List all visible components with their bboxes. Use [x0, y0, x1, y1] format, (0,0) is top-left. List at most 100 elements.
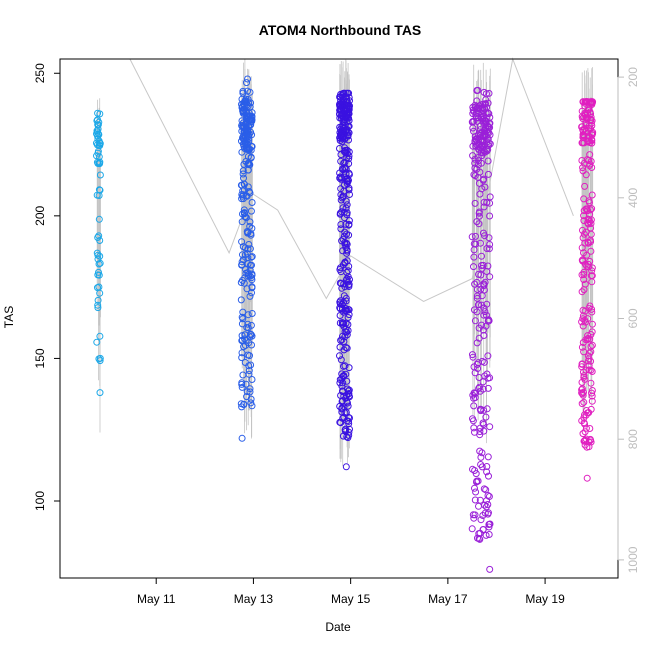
data-point: [584, 219, 592, 227]
data-point: [471, 103, 479, 111]
data-point: [584, 332, 592, 340]
data-point: [469, 124, 477, 132]
data-point: [476, 383, 483, 391]
data-point: [587, 116, 595, 124]
data-point: [244, 351, 252, 359]
data-point: [336, 110, 343, 118]
data-point: [480, 229, 487, 237]
data-point: [479, 385, 487, 393]
data-point: [484, 125, 492, 133]
data-point: [239, 124, 247, 132]
data-point: [246, 222, 254, 230]
data-point: [585, 137, 593, 145]
data-point: [244, 324, 252, 332]
data-point: [472, 488, 480, 496]
data-point: [476, 428, 484, 436]
data-point: [248, 284, 256, 292]
y-tick-label: 250: [33, 63, 47, 83]
data-point: [584, 220, 592, 228]
data-point: [345, 431, 353, 439]
data-point: [582, 205, 590, 213]
data-point: [337, 133, 345, 141]
data-point: [336, 209, 344, 217]
data-point: [579, 115, 587, 122]
data-point: [479, 176, 487, 184]
data-points: [93, 75, 597, 573]
data-point: [579, 430, 587, 438]
data-point: [587, 343, 595, 350]
data-point: [247, 361, 255, 369]
y-tick-label: 200: [33, 206, 47, 226]
data-point: [580, 230, 588, 238]
data-point: [588, 272, 596, 280]
data-point: [345, 390, 353, 397]
data-point: [475, 209, 483, 217]
data-point: [486, 119, 494, 127]
data-point: [478, 301, 486, 309]
data-point: [345, 364, 353, 372]
data-point: [588, 267, 596, 275]
data-point: [587, 247, 595, 255]
data-point: [580, 419, 588, 427]
data-point: [95, 271, 103, 279]
x-tick-label: May 17: [428, 592, 468, 606]
data-point: [239, 100, 247, 107]
data-point: [478, 252, 485, 260]
data-point: [94, 149, 102, 157]
data-point: [248, 402, 256, 410]
data-point: [585, 105, 593, 113]
data-point: [340, 338, 348, 345]
data-point: [240, 343, 248, 351]
data-point: [472, 232, 479, 240]
data-point: [471, 199, 479, 207]
data-point: [477, 271, 485, 279]
data-point: [95, 355, 103, 363]
chart-title: ATOM4 Northbound TAS: [259, 22, 422, 38]
data-point: [585, 355, 593, 363]
data-point: [485, 531, 493, 538]
data-point: [247, 330, 255, 338]
x-axis-label: Date: [325, 620, 351, 634]
data-point: [578, 343, 586, 351]
data-point: [587, 366, 595, 374]
data-point: [468, 525, 476, 533]
data-point: [96, 139, 104, 147]
data-point: [580, 195, 588, 203]
data-point: [336, 145, 343, 152]
data-point: [336, 352, 343, 360]
data-point: [482, 413, 490, 421]
data-point: [486, 212, 494, 220]
data-point: [578, 256, 586, 264]
data-point: [338, 300, 346, 308]
data-point: [337, 297, 344, 305]
data-point: [246, 88, 254, 96]
data-point: [582, 171, 590, 179]
data-point: [470, 263, 477, 271]
data-point: [580, 437, 588, 445]
data-point: [476, 405, 484, 413]
data-point: [478, 357, 486, 365]
data-point: [341, 283, 349, 291]
data-point: [346, 102, 353, 110]
data-point: [94, 301, 102, 309]
data-point: [341, 362, 349, 370]
data-point: [486, 193, 494, 201]
data-point: [587, 379, 595, 387]
data-point: [486, 565, 494, 573]
data-point: [96, 332, 104, 340]
data-point: [483, 463, 491, 470]
data-point: [482, 486, 490, 494]
data-point: [586, 160, 594, 168]
x-tick-label: May 11: [137, 592, 176, 606]
data-point: [339, 192, 347, 200]
data-point: [469, 417, 477, 425]
data-point: [585, 409, 593, 417]
data-point: [580, 217, 588, 225]
data-point: [479, 261, 487, 269]
data-point: [485, 520, 493, 528]
data-point: [339, 121, 347, 129]
data-point: [343, 391, 351, 399]
data-point: [471, 164, 479, 172]
data-point: [475, 385, 483, 392]
data-point: [345, 136, 352, 144]
